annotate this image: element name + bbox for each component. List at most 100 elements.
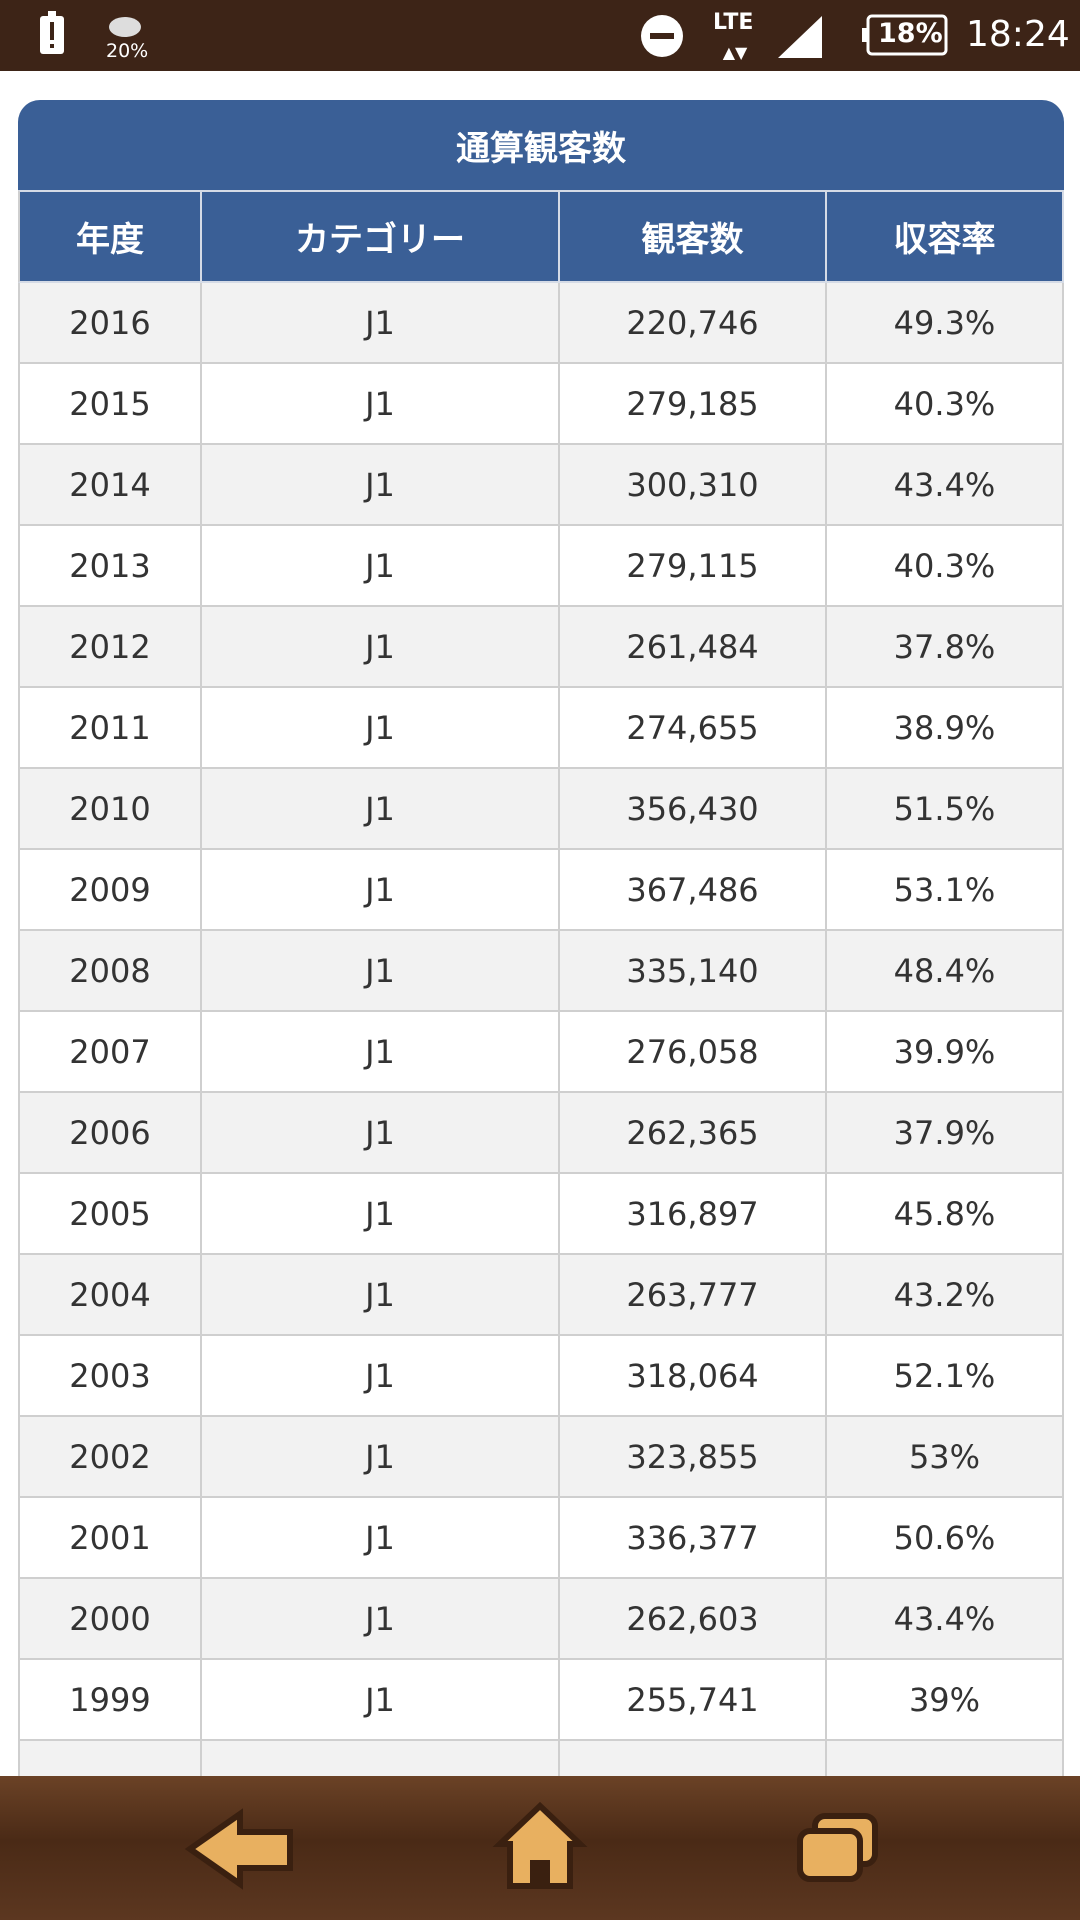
table-cell: 43.4% (827, 1579, 1064, 1660)
table-cell: J1 (202, 283, 560, 364)
table-cell: 51.5% (827, 769, 1064, 850)
table-cell: 2014 (18, 445, 202, 526)
table-cell: 300,310 (560, 445, 827, 526)
back-button[interactable] (184, 1808, 293, 1890)
table-cell: 2012 (18, 607, 202, 688)
table-cell: 220,746 (560, 283, 827, 364)
table-row: 2000 J1 262,603 43.4% (18, 1579, 1064, 1660)
table-cell: 2009 (18, 850, 202, 931)
recents-button[interactable] (797, 1813, 878, 1882)
clock: 18:24 (966, 14, 1070, 55)
table-cell: 50.6% (827, 1498, 1064, 1579)
table-cell: 40.3% (827, 526, 1064, 607)
table-cell: 52.1% (827, 1336, 1064, 1417)
table-cell: 43.2% (827, 1255, 1064, 1336)
table-cell: 2007 (18, 1012, 202, 1093)
table-cell: 262,603 (560, 1579, 827, 1660)
table-row: 2016 J1 220,746 49.3% (18, 283, 1064, 364)
table-cell: 279,115 (560, 526, 827, 607)
table-cell: J1 (202, 931, 560, 1012)
table-row: 2002 J1 323,855 53% (18, 1417, 1064, 1498)
table-cell: 2015 (18, 364, 202, 445)
table-cell: J1 (202, 1174, 560, 1255)
table-cell: 2013 (18, 526, 202, 607)
table-cell: 48.4% (827, 931, 1064, 1012)
table-cell: 2006 (18, 1093, 202, 1174)
column-header: 収容率 (827, 190, 1064, 283)
table-cell: 2002 (18, 1417, 202, 1498)
cell (560, 1741, 827, 1781)
table-cell: 53.1% (827, 850, 1064, 931)
table-row: 2006 J1 262,365 37.9% (18, 1093, 1064, 1174)
column-header: 年度 (18, 190, 202, 283)
battery-alert-tip (48, 11, 56, 17)
alert-dot (50, 44, 54, 48)
table-cell: J1 (202, 1336, 560, 1417)
attendance-table: 通算観客数 年度 カテゴリー 観客数 収容率 2016 J1 220,746 49.3% 20… (18, 100, 1064, 1781)
table-cell: J1 (202, 1579, 560, 1660)
table-row: 2001 J1 336,377 50.6% (18, 1498, 1064, 1579)
table-cell: J1 (202, 364, 560, 445)
table-cell: 262,365 (560, 1093, 827, 1174)
table-cell: J1 (202, 1255, 560, 1336)
table-row: 2015 J1 279,185 40.3% (18, 364, 1064, 445)
table-row: 2003 J1 318,064 52.1% (18, 1336, 1064, 1417)
table-cell: 37.8% (827, 607, 1064, 688)
table-cell: 335,140 (560, 931, 827, 1012)
status-icons: ▲▼ (40, 11, 948, 62)
table-cell: 2016 (18, 283, 202, 364)
table-cell: 2005 (18, 1174, 202, 1255)
table-cell: 2003 (18, 1336, 202, 1417)
table-cell: 276,058 (560, 1012, 827, 1093)
nav-icons (184, 1801, 878, 1890)
table-row: 2014 J1 300,310 43.4% (18, 445, 1064, 526)
table-cell: 2010 (18, 769, 202, 850)
table-row: 2004 J1 263,777 43.2% (18, 1255, 1064, 1336)
table-cell: J1 (202, 1093, 560, 1174)
partial-row (18, 1741, 1064, 1781)
table-cell: 53% (827, 1417, 1064, 1498)
table-cell: J1 (202, 526, 560, 607)
cell (202, 1741, 560, 1781)
nav-bar (0, 1776, 1080, 1920)
table-cell: J1 (202, 607, 560, 688)
home-button[interactable] (492, 1801, 588, 1889)
network-text: LTE (713, 10, 754, 35)
table-cell: 255,741 (560, 1660, 827, 1741)
table-cell: J1 (202, 445, 560, 526)
table-cell: 43.4% (827, 445, 1064, 526)
table-cell: 367,486 (560, 850, 827, 931)
table-cell: 2001 (18, 1498, 202, 1579)
table-cell: J1 (202, 688, 560, 769)
table-cell: 316,897 (560, 1174, 827, 1255)
table-cell: J1 (202, 1417, 560, 1498)
table-cell: 336,377 (560, 1498, 827, 1579)
battery-tip (862, 28, 868, 42)
status-bar: ▲▼ 20% LTE 18% 18:24 (0, 0, 1080, 71)
table-row: 2013 J1 279,115 40.3% (18, 526, 1064, 607)
dnd-bar (650, 33, 674, 39)
table-cell: 37.9% (827, 1093, 1064, 1174)
table-cell: 45.8% (827, 1174, 1064, 1255)
table-cell: 261,484 (560, 607, 827, 688)
table-cell: 318,064 (560, 1336, 827, 1417)
table-cell: J1 (202, 769, 560, 850)
lte-arrows: ▲▼ (723, 43, 748, 62)
table-body: 2016 J1 220,746 49.3% 2015 J1 279,185 40.3% 2014… (18, 283, 1064, 1741)
table-title: 通算観客数 (18, 100, 1064, 190)
table-cell: 274,655 (560, 688, 827, 769)
table-row: 2007 J1 276,058 39.9% (18, 1012, 1064, 1093)
table-cell: J1 (202, 1012, 560, 1093)
table-row: 2012 J1 261,484 37.8% (18, 607, 1064, 688)
cell (18, 1741, 202, 1781)
weather-text: 20% (106, 40, 149, 62)
table-row: 2005 J1 316,897 45.8% (18, 1174, 1064, 1255)
column-header: カテゴリー (202, 190, 560, 283)
table-row: 2010 J1 356,430 51.5% (18, 769, 1064, 850)
battery-text: 18% (878, 18, 943, 49)
table-cell: 323,855 (560, 1417, 827, 1498)
signal-icon (778, 16, 822, 58)
alert-mark (50, 22, 54, 40)
table-cell: 38.9% (827, 688, 1064, 769)
